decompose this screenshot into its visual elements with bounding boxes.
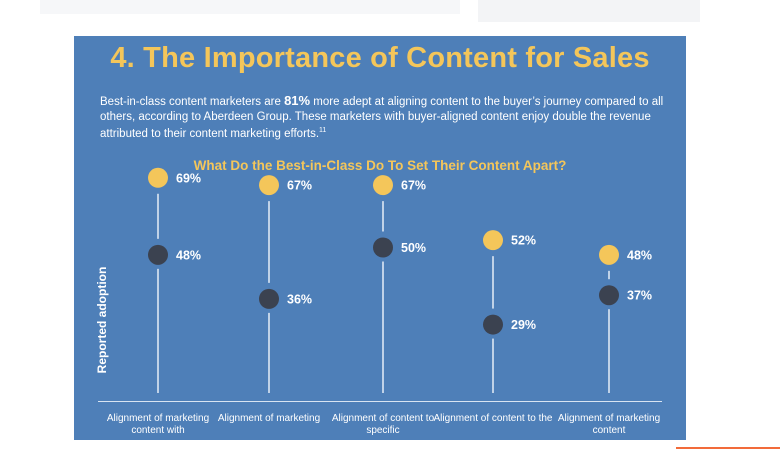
category-label: Alignment of content to the — [433, 413, 553, 424]
intro-paragraph: Best-in-class content marketers are 81% … — [100, 93, 670, 141]
category-label: Alignment of marketing content — [557, 413, 661, 436]
chart-baseline — [98, 401, 662, 402]
data-label: 69% — [176, 171, 201, 185]
intro-text-start: Best-in-class content marketers are — [100, 96, 285, 108]
category-label: Alignment of marketing content with — [106, 413, 210, 436]
dot-chart: 69% 48% 67% 36% 67% 50% 52% 29% 48% 37% — [148, 167, 652, 393]
chart-title: What Do the Best-in-Class Do To Set Thei… — [193, 158, 567, 173]
intro-text-end: more adept at aligning content to the bu… — [100, 96, 664, 140]
best-in-class-dot — [483, 230, 503, 251]
data-label: 36% — [287, 292, 312, 306]
all-others-dot — [259, 288, 279, 309]
infographic-panel: 4. The Importance of Content for Sales B… — [74, 36, 686, 440]
top-strip — [40, 0, 460, 14]
all-others-dot — [599, 285, 619, 306]
data-label: 29% — [511, 318, 536, 332]
all-others-dot — [483, 314, 503, 335]
intro-footnote: 11 — [319, 127, 327, 134]
data-label: 48% — [627, 248, 652, 262]
top-strip — [478, 0, 700, 22]
best-in-class-dot — [373, 175, 393, 196]
data-label: 37% — [627, 289, 652, 303]
all-others-dot — [373, 237, 393, 258]
category-label: Alignment of marketing — [217, 413, 321, 424]
accent-line — [676, 447, 780, 449]
data-label: 67% — [287, 179, 312, 193]
all-others-dot — [148, 244, 168, 265]
data-label: 50% — [401, 241, 426, 255]
data-label: 48% — [176, 248, 201, 262]
intro-highlight: 81% — [284, 93, 311, 108]
best-in-class-dot — [599, 244, 619, 265]
page-title: 4. The Importance of Content for Sales — [110, 42, 650, 74]
best-in-class-dot — [148, 167, 168, 188]
category-label: Alignment of content to specific — [331, 413, 435, 436]
data-label: 67% — [401, 179, 426, 193]
data-label: 52% — [511, 234, 536, 248]
best-in-class-dot — [259, 175, 279, 196]
